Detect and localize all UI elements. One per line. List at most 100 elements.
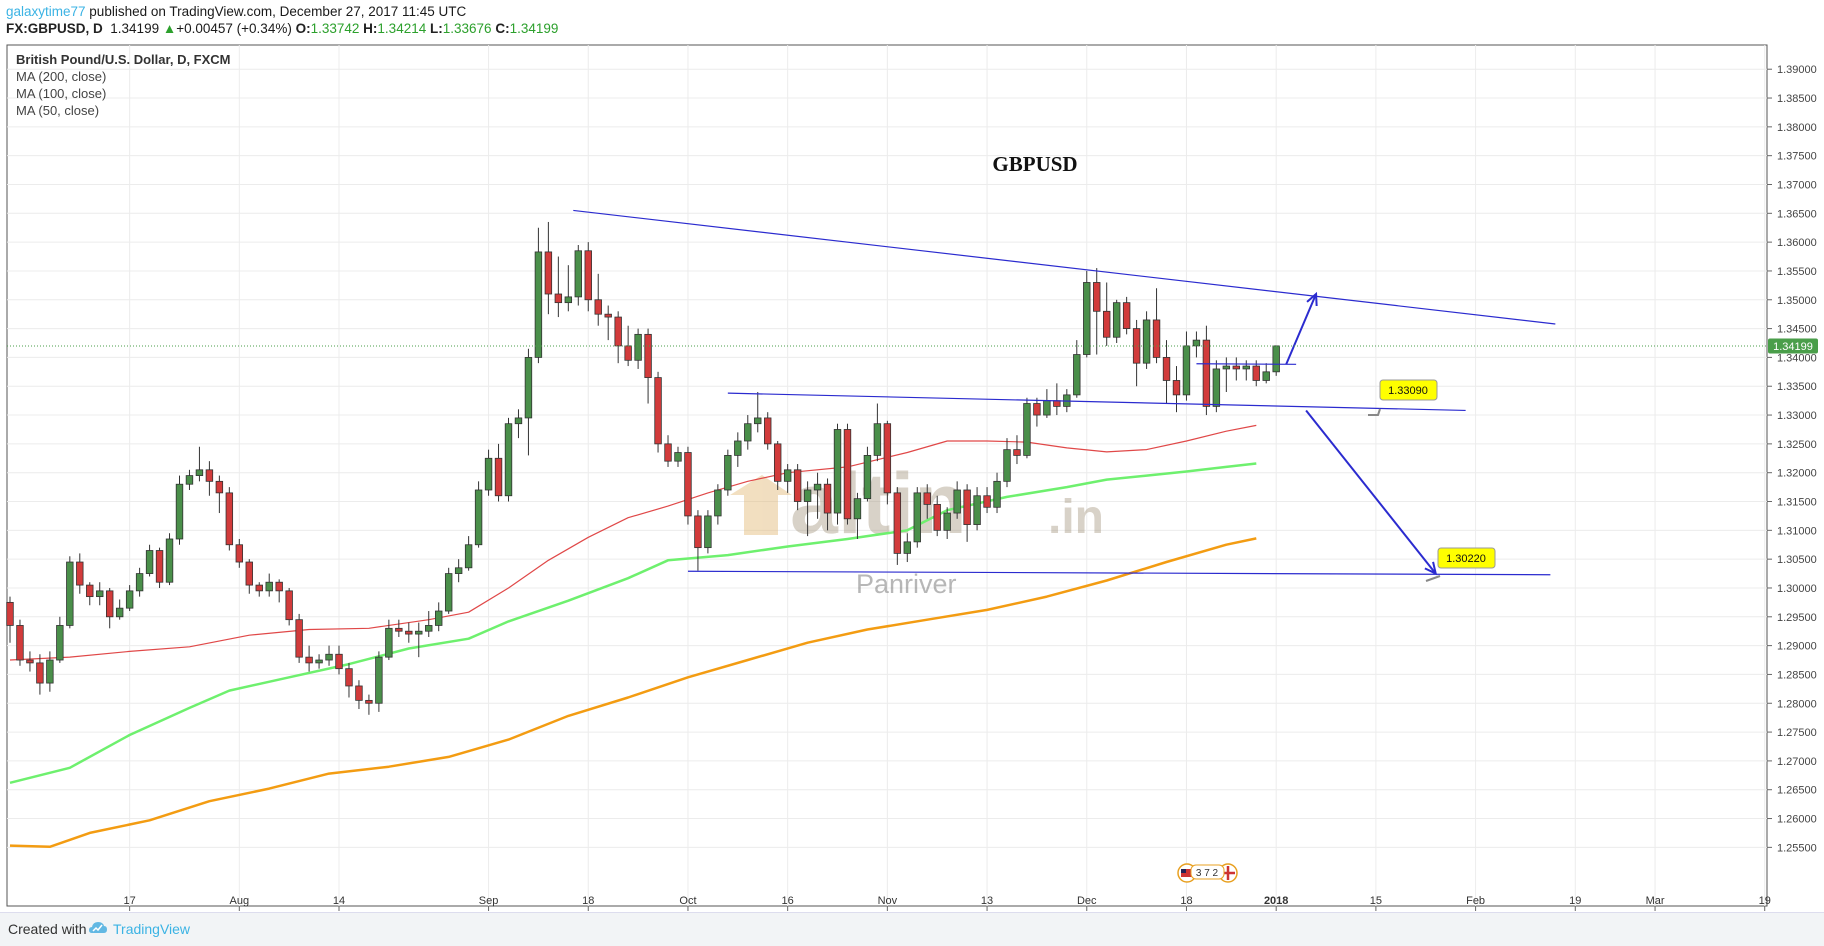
y-tick-label: 1.31000 bbox=[1777, 525, 1817, 537]
price-axis[interactable]: 1.39000 1.38500 1.38000 1.37500 1.37000 1.365… bbox=[1767, 64, 1817, 854]
candle-body bbox=[943, 512, 951, 531]
trendline[interactable] bbox=[727, 392, 1466, 412]
candle bbox=[514, 409, 523, 439]
candle bbox=[305, 645, 313, 672]
candle-body bbox=[544, 251, 553, 295]
x-tick-label: 15 bbox=[1370, 895, 1382, 907]
candle bbox=[86, 582, 94, 606]
author-link[interactable]: galaxytime77 bbox=[6, 4, 86, 19]
candle-body bbox=[115, 607, 124, 618]
candle-body bbox=[225, 492, 234, 546]
legend-ma100[interactable]: MA (100, close) bbox=[16, 86, 107, 101]
annotation-lower[interactable]: 1.30220 bbox=[1425, 547, 1496, 582]
footer-brand-link[interactable]: TradingView bbox=[113, 921, 191, 937]
candle-body bbox=[714, 489, 722, 517]
candle-body bbox=[923, 492, 931, 505]
candle bbox=[36, 654, 44, 695]
candle-body bbox=[235, 544, 244, 563]
arrow-line[interactable] bbox=[1285, 293, 1317, 365]
candle-body bbox=[66, 561, 74, 626]
candle bbox=[933, 495, 941, 537]
arrow-line[interactable] bbox=[1305, 409, 1437, 575]
open-label: O: bbox=[295, 21, 311, 36]
trendline[interactable] bbox=[1196, 363, 1297, 365]
publish-info: galaxytime77 published on TradingView.co… bbox=[6, 4, 466, 19]
candle bbox=[1172, 366, 1181, 413]
candle bbox=[56, 616, 64, 663]
watermark-logo-icon bbox=[730, 475, 792, 535]
candle-body bbox=[704, 515, 712, 549]
annotation-upper[interactable]: 1.33090 bbox=[1368, 379, 1438, 416]
candle-body bbox=[744, 423, 752, 442]
candle bbox=[833, 423, 842, 525]
candle bbox=[734, 432, 742, 467]
candle bbox=[275, 579, 283, 603]
last-price: 1.34199 bbox=[110, 21, 160, 36]
candle-body bbox=[145, 550, 154, 574]
y-tick-label: 1.27500 bbox=[1777, 727, 1817, 739]
candle bbox=[1103, 282, 1111, 346]
footer-created-text: Created with bbox=[8, 921, 87, 937]
candle bbox=[714, 484, 722, 525]
x-tick-label: Feb bbox=[1466, 895, 1485, 907]
candle-body bbox=[853, 498, 862, 520]
tradingview-logo-icon[interactable] bbox=[88, 919, 108, 937]
watermark-subtext: Panriver bbox=[856, 569, 957, 599]
legend-ma50[interactable]: MA (50, close) bbox=[16, 103, 100, 118]
candle-body bbox=[395, 627, 403, 632]
candle bbox=[773, 440, 782, 490]
candle bbox=[614, 311, 622, 364]
candle-body bbox=[1112, 302, 1121, 338]
candle bbox=[1212, 360, 1221, 413]
trendline[interactable] bbox=[687, 570, 1551, 576]
candle-body bbox=[644, 333, 652, 378]
event-count-pill[interactable] bbox=[1190, 864, 1225, 880]
candle-body bbox=[823, 483, 832, 514]
candle bbox=[744, 415, 752, 450]
candle bbox=[803, 481, 812, 537]
candle bbox=[235, 538, 244, 568]
price-tag-box bbox=[1768, 338, 1818, 354]
candle bbox=[534, 227, 543, 364]
candle-body bbox=[1043, 400, 1051, 416]
candle-body bbox=[1252, 365, 1260, 381]
x-tick-label: 18 bbox=[1180, 895, 1192, 907]
candle-body bbox=[913, 492, 921, 543]
candle bbox=[724, 449, 732, 496]
event-badges[interactable]: 3 7 2 bbox=[1177, 863, 1238, 883]
candle bbox=[325, 645, 333, 666]
time-axis[interactable]: 17 Aug 14 Sep 18 Oct 16 Nov 13 Dec 18 2018 15 Feb 19 Ma… bbox=[124, 895, 1771, 911]
candle bbox=[265, 573, 273, 597]
y-tick-label: 1.30500 bbox=[1777, 554, 1817, 566]
candle bbox=[335, 645, 343, 675]
legend-ma200[interactable]: MA (200, close) bbox=[16, 69, 107, 84]
candle-body bbox=[375, 656, 383, 704]
price-chart[interactable]: altin .in Panriver GBPUSD 1.390001.38500… bbox=[0, 43, 1824, 911]
candle bbox=[1023, 397, 1031, 459]
candle bbox=[823, 478, 832, 531]
high-label: H: bbox=[363, 21, 378, 36]
trendline[interactable] bbox=[573, 209, 1556, 325]
candle bbox=[425, 611, 433, 637]
candle bbox=[883, 420, 892, 505]
symbol-label: FX:GBPUSD, D bbox=[6, 21, 103, 36]
candle-body bbox=[205, 469, 214, 482]
candle-body bbox=[484, 457, 493, 491]
candle-body bbox=[1083, 282, 1091, 355]
candle bbox=[66, 556, 74, 629]
candle bbox=[125, 585, 134, 612]
candle-body bbox=[903, 541, 911, 554]
candle bbox=[1073, 340, 1081, 398]
candle-body bbox=[764, 417, 772, 445]
candle-body bbox=[754, 417, 762, 425]
candle bbox=[644, 328, 652, 404]
trendlines[interactable] bbox=[573, 209, 1556, 576]
candle bbox=[365, 694, 373, 715]
candle bbox=[963, 484, 971, 542]
candle bbox=[604, 305, 612, 341]
y-tick-label: 1.27000 bbox=[1777, 756, 1817, 768]
candle bbox=[155, 547, 164, 588]
candle bbox=[943, 507, 951, 539]
candle-body bbox=[135, 573, 144, 592]
candle-body bbox=[415, 630, 423, 635]
